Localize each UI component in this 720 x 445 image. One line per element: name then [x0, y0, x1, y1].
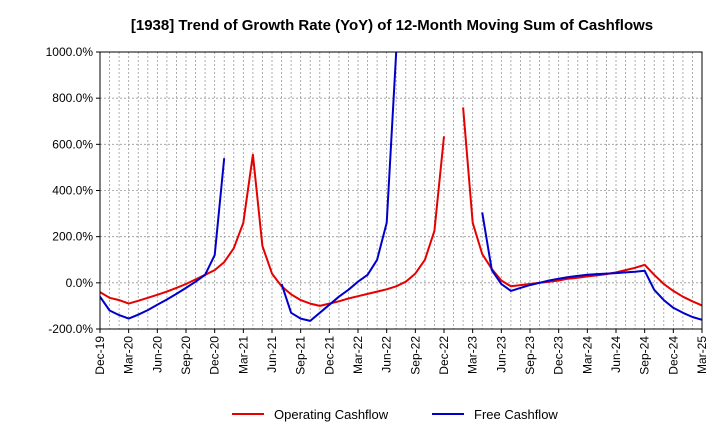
- legend-label: Operating Cashflow: [274, 407, 389, 422]
- y-tick-label: 200.0%: [52, 230, 93, 244]
- x-tick-label: Mar-21: [236, 336, 250, 374]
- x-tick-label: Dec-21: [322, 336, 336, 375]
- x-tick-label: Sep-22: [408, 336, 422, 375]
- y-tick-label: 400.0%: [52, 184, 93, 198]
- series-line-operating-cashflow: [462, 107, 702, 307]
- x-tick-label: Jun-20: [150, 336, 164, 373]
- x-tick-label: Sep-21: [294, 336, 308, 375]
- y-axis: -200.0% 0.0% 200.0% 400.0% 600.0% 800.0% 1000.…: [46, 45, 100, 336]
- x-tick-label: Dec-20: [208, 336, 222, 375]
- x-axis: Dec-19 Mar-20 Jun-20 Sep-20 Dec-20 Mar-21 Jun-…: [93, 329, 709, 375]
- x-tick-label: Dec-24: [666, 336, 680, 375]
- x-tick-label: Dec-22: [437, 336, 451, 375]
- plot-frame: [99, 51, 703, 330]
- y-tick-label: -200.0%: [48, 322, 93, 336]
- x-tick-label: Jun-24: [609, 336, 623, 373]
- series-line-free-cashflow: [100, 158, 226, 320]
- x-tick-label: Jun-21: [265, 336, 279, 373]
- series-line-operating-cashflow: [100, 136, 445, 307]
- x-tick-label: Sep-24: [638, 336, 652, 375]
- series-line-free-cashflow: [481, 212, 702, 321]
- x-tick-label: Mar-20: [122, 336, 136, 374]
- x-tick-label: Dec-19: [93, 336, 107, 375]
- x-tick-label: Mar-23: [466, 336, 480, 374]
- y-tick-label: 800.0%: [52, 91, 93, 105]
- y-tick-label: 600.0%: [52, 137, 93, 151]
- x-tick-label: Mar-25: [695, 336, 709, 374]
- chart-title: [1938] Trend of Growth Rate (YoY) of 12-…: [131, 17, 653, 34]
- legend: Operating Cashflow Free Cashflow: [232, 407, 558, 422]
- y-tick-label: 1000.0%: [46, 45, 94, 59]
- x-tick-label: Sep-20: [179, 336, 193, 375]
- series-layer: [100, 52, 702, 322]
- series-line-free-cashflow: [280, 52, 398, 322]
- x-tick-label: Jun-23: [494, 336, 508, 373]
- x-tick-label: Mar-22: [351, 336, 365, 374]
- x-tick-label: Mar-24: [580, 336, 594, 374]
- legend-label: Free Cashflow: [474, 407, 558, 422]
- x-tick-label: Dec-23: [552, 336, 566, 375]
- y-tick-label: 0.0%: [66, 276, 94, 290]
- x-tick-label: Sep-23: [523, 336, 537, 375]
- grid-layer: [100, 52, 702, 329]
- x-tick-label: Jun-22: [380, 336, 394, 373]
